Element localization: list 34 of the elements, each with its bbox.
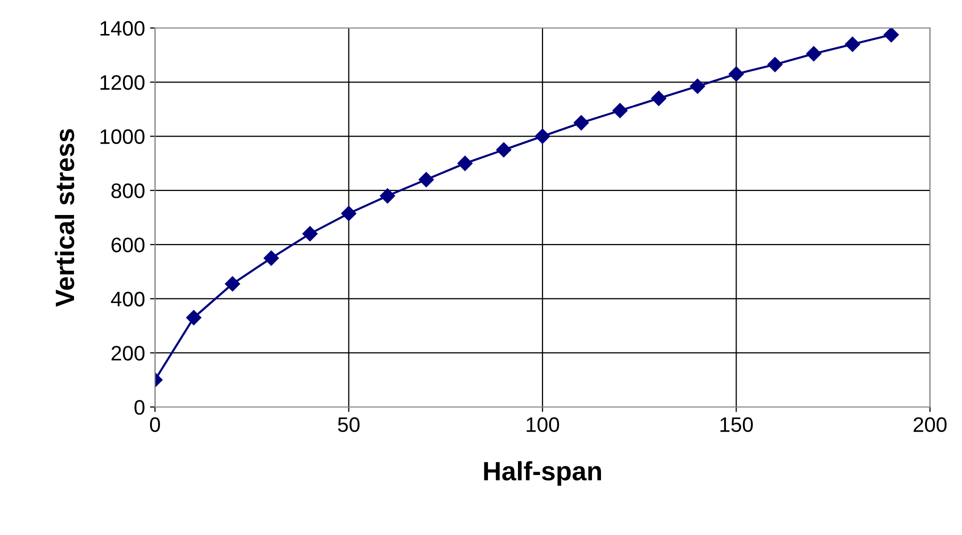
point	[341, 206, 356, 222]
x-tick-label: 0	[150, 417, 160, 432]
point	[264, 250, 279, 266]
point	[612, 103, 628, 118]
point	[380, 188, 396, 204]
y-tick-label: 1200	[100, 75, 144, 90]
y-tick-label: 200	[112, 346, 144, 361]
y-tick-label: 1000	[100, 129, 144, 144]
point	[224, 276, 240, 292]
y-tick-label: 1400	[100, 21, 144, 36]
y-tick-label: 600	[112, 238, 144, 252]
x-axis-title: Half-span	[484, 461, 601, 486]
point	[302, 226, 318, 242]
point	[884, 28, 899, 42]
point	[806, 46, 822, 62]
point	[534, 128, 550, 144]
x-tick-label: 150	[720, 417, 753, 432]
y-tick-label: 400	[111, 292, 144, 306]
point	[574, 115, 589, 130]
point	[457, 156, 473, 171]
point	[186, 310, 202, 326]
point	[496, 142, 512, 158]
point	[651, 90, 666, 106]
x-tick-label: 100	[526, 417, 560, 432]
x-tick-label: 50	[338, 417, 360, 432]
point	[767, 56, 783, 72]
y-tick-label: 800	[111, 183, 144, 198]
y-tick-label: 0	[134, 400, 144, 415]
point	[844, 36, 860, 52]
y-axis-title: Vertical stress	[54, 129, 74, 307]
point	[690, 78, 706, 94]
point	[728, 66, 744, 82]
x-tick-label: 200	[914, 417, 947, 432]
point	[418, 172, 434, 188]
